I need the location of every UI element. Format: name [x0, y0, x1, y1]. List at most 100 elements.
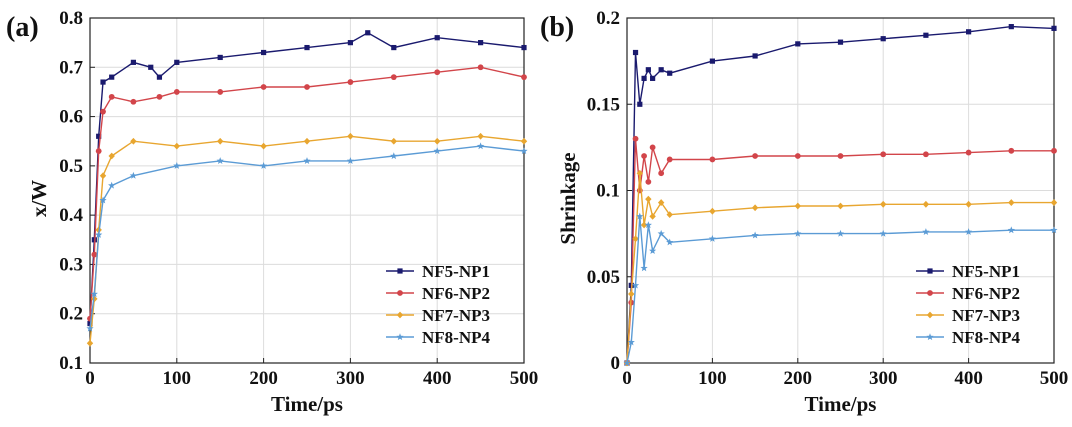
- data-point: [390, 137, 397, 145]
- y-tick-label: 0.6: [59, 107, 83, 128]
- series-nf7-np3: [623, 169, 1058, 367]
- y-tick-label: 0.2: [596, 8, 620, 29]
- data-point: [794, 229, 802, 237]
- x-tick-label: 100: [698, 368, 727, 389]
- x-tick-label: 300: [336, 368, 365, 389]
- data-point: [640, 264, 648, 272]
- data-point: [965, 149, 972, 156]
- data-point: [649, 144, 656, 151]
- data-point: [217, 54, 223, 61]
- data-point: [636, 169, 644, 177]
- data-point: [346, 157, 355, 164]
- data-point: [130, 137, 137, 145]
- y-tick-label: 0.3: [59, 254, 83, 275]
- data-point: [260, 142, 267, 150]
- y-tick-label: 0.2: [59, 304, 83, 325]
- x-tick-label: 200: [249, 368, 278, 389]
- data-point: [1007, 226, 1015, 234]
- data-point: [965, 200, 972, 208]
- data-point: [130, 59, 136, 65]
- legend-label: NF7-NP3: [422, 306, 490, 325]
- data-point: [261, 49, 267, 56]
- legend-marker: [397, 268, 403, 274]
- x-tick-label: 500: [510, 368, 539, 389]
- data-point: [365, 30, 371, 36]
- data-point: [636, 212, 644, 220]
- data-point: [86, 339, 94, 347]
- data-point: [1051, 25, 1057, 31]
- y-axis-label: x/W: [27, 180, 51, 217]
- data-point: [645, 67, 651, 73]
- data-point: [434, 69, 441, 76]
- panel-label: (b): [540, 12, 574, 43]
- data-point: [1050, 226, 1058, 234]
- data-point: [174, 59, 180, 65]
- data-point: [260, 84, 267, 90]
- series-line: [89, 31, 525, 324]
- data-point: [837, 202, 844, 210]
- data-point: [709, 207, 716, 215]
- data-point: [173, 89, 180, 95]
- data-point: [521, 74, 527, 81]
- series-nf8-np4: [86, 142, 528, 332]
- data-point: [666, 238, 674, 246]
- data-point: [129, 171, 138, 179]
- series-nf8-np4: [623, 212, 1058, 367]
- legend-marker: [397, 290, 403, 296]
- data-point: [156, 93, 163, 100]
- legend-label: NF6-NP2: [422, 284, 490, 303]
- legend-marker: [927, 290, 933, 296]
- data-point: [632, 135, 639, 142]
- legend-marker: [926, 311, 934, 319]
- data-point: [477, 132, 484, 140]
- data-point: [837, 39, 844, 45]
- data-point: [303, 137, 311, 145]
- data-point: [347, 79, 354, 85]
- data-point: [645, 178, 652, 185]
- y-tick-label: 0.1: [59, 353, 83, 374]
- data-point: [794, 202, 801, 210]
- data-point: [390, 74, 397, 81]
- data-point: [217, 89, 224, 95]
- data-point: [90, 290, 98, 298]
- data-point: [964, 228, 973, 235]
- data-point: [304, 44, 310, 51]
- data-point: [709, 58, 715, 64]
- data-point: [520, 147, 528, 155]
- y-tick-label: 0.5: [59, 156, 83, 177]
- data-point: [923, 151, 929, 158]
- legend-label: NF5-NP1: [422, 262, 490, 281]
- data-point: [631, 281, 640, 289]
- data-point: [259, 162, 268, 169]
- data-point: [922, 228, 930, 235]
- y-axis-label: Shrinkage: [556, 152, 580, 244]
- data-point: [628, 290, 635, 298]
- legend-label: NF8-NP4: [422, 328, 490, 347]
- data-point: [751, 204, 759, 212]
- data-point: [216, 157, 224, 164]
- data-point: [658, 170, 665, 177]
- data-point: [658, 67, 664, 73]
- data-point: [434, 35, 440, 41]
- data-point: [751, 231, 759, 239]
- data-point: [632, 49, 639, 56]
- data-point: [795, 41, 801, 47]
- data-point: [108, 181, 116, 189]
- plot-frame: [89, 17, 525, 364]
- data-point: [100, 108, 106, 115]
- data-point: [521, 44, 527, 51]
- legend-marker: [396, 311, 404, 319]
- series-line: [89, 66, 525, 319]
- data-point: [173, 162, 181, 169]
- data-point: [1008, 199, 1015, 206]
- x-tick-label: 500: [1040, 368, 1069, 389]
- legend: NF5-NP1 NF6-NP2 NF7-NP3 NF8-NP4: [386, 262, 490, 347]
- data-point: [641, 75, 647, 81]
- data-point: [657, 199, 665, 206]
- x-tick-label: 100: [163, 368, 192, 389]
- y-tick-label: 0.8: [59, 8, 83, 29]
- data-point: [476, 142, 485, 150]
- data-point: [130, 98, 137, 105]
- legend-marker: [927, 268, 933, 274]
